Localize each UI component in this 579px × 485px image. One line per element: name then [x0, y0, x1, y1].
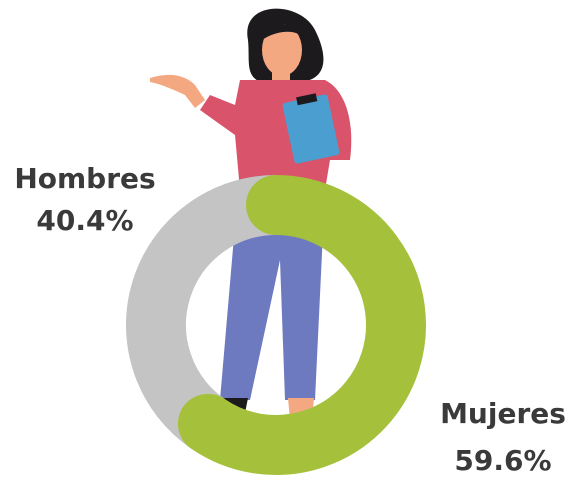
donut-segment — [126, 175, 277, 449]
donut — [126, 175, 426, 475]
category-label: Hombres — [14, 162, 155, 195]
illustration — [150, 8, 352, 420]
value-label: 40.4% — [36, 204, 133, 237]
category-label: Mujeres — [440, 397, 566, 430]
donut-segment — [177, 175, 426, 475]
value-label: 59.6% — [454, 444, 551, 477]
